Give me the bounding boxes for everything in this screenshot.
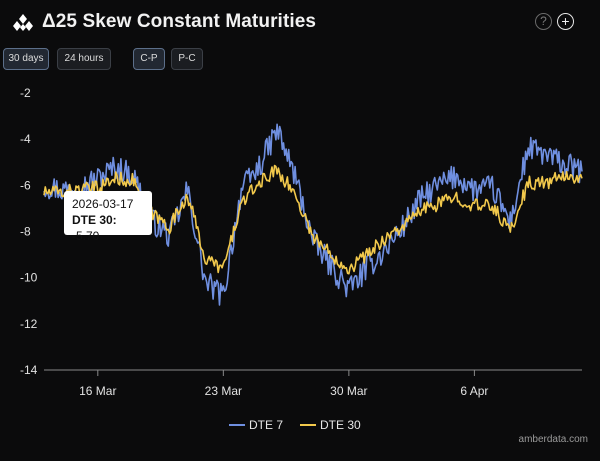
range-30-days-button[interactable]: 30 days (3, 48, 49, 70)
add-icon[interactable]: + (557, 13, 574, 30)
mode-put-minus-call-button[interactable]: P-C (171, 48, 203, 70)
x-tick-label: 30 Mar (330, 384, 367, 398)
help-icon[interactable]: ? (535, 13, 552, 30)
x-tick-label: 6 Apr (460, 384, 488, 398)
y-tick-label: -8 (20, 225, 31, 239)
chart-title: Δ25 Skew Constant Maturities (42, 11, 317, 32)
chart-header: Δ25 Skew Constant Maturities ? + (0, 0, 600, 46)
mode-call-minus-put-button[interactable]: C-P (133, 48, 165, 70)
tooltip-date: 2026-03-17 (72, 197, 134, 211)
y-tick-label: -6 (20, 178, 31, 192)
y-tick-label: -14 (20, 363, 38, 377)
legend-swatch-dte-30 (300, 424, 316, 426)
amberdata-logo-icon (13, 14, 33, 31)
legend-swatch-dte-7 (229, 424, 245, 426)
y-tick-label: -10 (20, 271, 38, 285)
y-tick-label: -2 (20, 86, 31, 100)
y-tick-label: -4 (20, 132, 31, 146)
range-24-hours-button[interactable]: 24 hours (57, 48, 111, 70)
y-tick-label: -12 (20, 317, 38, 331)
x-tick-label: 16 Mar (79, 384, 116, 398)
chart-legend: DTE 7 DTE 30 (0, 416, 600, 434)
watermark: amberdata.com (518, 434, 588, 445)
legend-item-dte-7[interactable]: DTE 7 (229, 416, 289, 434)
x-tick-label: 23 Mar (205, 384, 242, 398)
legend-label-dte-7: DTE 7 (249, 418, 284, 432)
legend-item-dte-30[interactable]: DTE 30 (300, 416, 364, 434)
tooltip-series-name: DTE 30: (72, 213, 117, 227)
legend-label-dte-30: DTE 30 (320, 418, 361, 432)
hover-tooltip: 2026-03-17 DTE 30: -5.70 (64, 191, 152, 243)
tooltip-value: -5.70 (72, 229, 100, 243)
tooltip-line: DTE 30: -5.70 (72, 212, 144, 244)
series-line-dte-30 (43, 164, 583, 275)
